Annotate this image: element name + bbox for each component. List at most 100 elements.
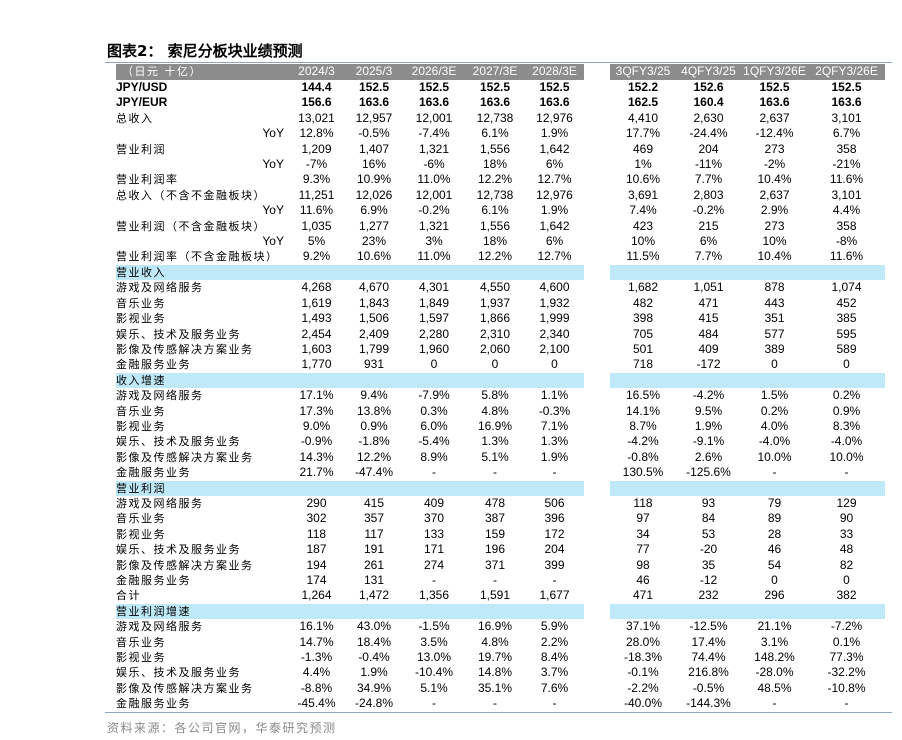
table-row: 总收入 13,021 12,957 12,001 12,738 12,976 4,410 2,… — [116, 110, 885, 127]
column-gap — [584, 573, 610, 589]
table-cell: 415 — [698, 311, 719, 326]
table-cell: 4.8% — [481, 403, 509, 418]
table-cell: 1.3% — [481, 434, 509, 449]
table-cell: 117 — [364, 526, 384, 541]
table-cell — [676, 480, 741, 496]
unit-label: （日元 十亿） — [116, 64, 288, 80]
table-cell: 1,999 — [539, 311, 570, 326]
table-cell: 1,051 — [693, 280, 724, 295]
table-cell: 148.2% — [754, 650, 795, 665]
table-cell: 2,100 — [539, 341, 570, 356]
table-cell: 53 — [701, 526, 716, 541]
table-cell: 16.5% — [625, 388, 661, 403]
row-label: 影像及传感解决方案业务 — [116, 558, 254, 572]
table-cell: 2,409 — [358, 326, 390, 341]
table-cell: 152.5 — [479, 80, 511, 94]
table-cell: 389 — [764, 341, 785, 356]
table-cell: 10.0% — [829, 449, 864, 464]
table-cell: 152.5 — [539, 80, 570, 94]
table-cell — [610, 480, 676, 496]
table-cell: 3.5% — [420, 634, 448, 649]
column-gap — [584, 341, 610, 358]
table-cell: 82 — [839, 557, 854, 572]
column-header: 4QFY3/25 — [676, 64, 741, 80]
row-label: 娱乐、技术及服务业务 — [116, 435, 241, 449]
table-row: 合计 1,264 1,472 1,356 1,591 1,677 471 232 296 382 — [116, 588, 885, 604]
table-cell: -4.2% — [692, 388, 725, 403]
table-cell: 215 — [698, 218, 719, 233]
segment-forecast-table: （日元 十亿） 2024/3 2025/3 2026/3E 2027/3E 2028/3E… — [116, 64, 885, 712]
row-label: 游戏及网络服务 — [116, 389, 204, 403]
table-cell: -144.3% — [686, 696, 731, 711]
table-cell: 54 — [767, 557, 782, 572]
table-row: 影视业务 1,493 1,506 1,597 1,866 1,999 398 415 351 38… — [116, 311, 885, 327]
table-cell: -0.1% — [627, 665, 659, 680]
table-row: 影视业务 118 117 133 159 172 34 53 28 33 — [116, 526, 885, 543]
table-cell: 7.6% — [540, 680, 569, 695]
table-cell: 0.2% — [760, 403, 789, 418]
table-cell: 23% — [361, 234, 387, 249]
table-cell: 1,799 — [358, 341, 390, 356]
table-cell: 589 — [836, 341, 857, 356]
table-cell: 16.9% — [477, 418, 513, 433]
table-row: 营业利润 1,209 1,407 1,321 1,556 1,642 469 204 273 35… — [116, 141, 885, 158]
table-cell: 17.1% — [299, 388, 334, 403]
table-cell: 46 — [767, 542, 782, 557]
table-cell: 1,866 — [479, 311, 511, 326]
table-cell: 1.3% — [540, 434, 569, 449]
table-cell: 1,556 — [479, 141, 511, 156]
table-cell: 12,738 — [476, 110, 514, 125]
table-cell: 191 — [363, 542, 385, 557]
table-cell: 371 — [484, 557, 506, 572]
table-cell: 174 — [306, 573, 327, 587]
table-cell: 48.5% — [757, 680, 792, 695]
table-cell: 84 — [701, 511, 716, 526]
table-row: 影像及传感解决方案业务 194 261 274 371 399 98 35 54 82 — [116, 557, 885, 573]
table-cell — [610, 603, 676, 620]
row-label: 音乐业务 — [116, 635, 166, 649]
table-row: 娱乐、技术及服务业务 -0.9% -1.8% -5.4% 1.3% 1.3% -4.2% -9… — [116, 434, 885, 450]
table-cell: - — [844, 696, 849, 711]
table-cell: 3,101 — [831, 110, 862, 125]
table-cell: 261 — [363, 557, 385, 572]
table-cell: 2,060 — [479, 341, 511, 356]
table-row: YoY 5% 23% 3% 18% 6% 10% 6% 10% -8% — [116, 234, 885, 250]
table-cell: 10.0% — [757, 449, 792, 464]
table-cell: 162.5 — [627, 95, 659, 110]
table-cell: 6.1% — [481, 126, 509, 141]
table-cell: 705 — [632, 326, 654, 341]
row-label: 音乐业务 — [116, 296, 166, 310]
table-cell: 130.5% — [622, 465, 664, 480]
section-header-row: 收入增速 — [116, 372, 885, 389]
column-gap — [584, 619, 610, 635]
table-cell: 12.7% — [537, 172, 572, 187]
table-cell: 302 — [306, 511, 327, 526]
table-cell: 2,280 — [418, 326, 450, 341]
table-cell: 357 — [363, 511, 385, 526]
table-cell: - — [772, 465, 777, 480]
table-cell: 296 — [764, 588, 785, 603]
table-cell: 443 — [764, 295, 785, 310]
table-cell: 172 — [544, 526, 565, 541]
table-cell: 156.6 — [301, 95, 332, 110]
table-cell: 98 — [636, 557, 650, 572]
table-cell: -18.3% — [623, 650, 663, 665]
table-cell: 484 — [698, 326, 719, 341]
table-cell: 718 — [632, 357, 654, 372]
column-gap — [584, 526, 610, 543]
table-cell: 18.4% — [356, 634, 392, 649]
table-cell: -0.9% — [300, 434, 333, 449]
table-cell: 452 — [836, 295, 857, 310]
table-cell: 1,642 — [539, 141, 570, 156]
row-label: 影像及传感解决方案业务 — [116, 342, 254, 356]
table-cell: 17.4% — [691, 634, 726, 649]
table-row: 娱乐、技术及服务业务 187 191 171 196 204 77 -20 46 48 — [116, 542, 885, 558]
row-label: JPY/EUR — [116, 95, 168, 110]
table-cell: 12,001 — [415, 110, 453, 125]
row-label: 合计 — [116, 589, 141, 603]
column-header: 3QFY3/25 — [610, 64, 676, 80]
row-label: JPY/USD — [116, 80, 168, 94]
table-row: 营业利润率（不含金融板块） 9.2% 10.6% 11.0% 12.2% 12.7% 11.… — [116, 249, 885, 265]
table-cell: 8.7% — [629, 418, 657, 433]
table-cell: 28.0% — [625, 634, 661, 649]
